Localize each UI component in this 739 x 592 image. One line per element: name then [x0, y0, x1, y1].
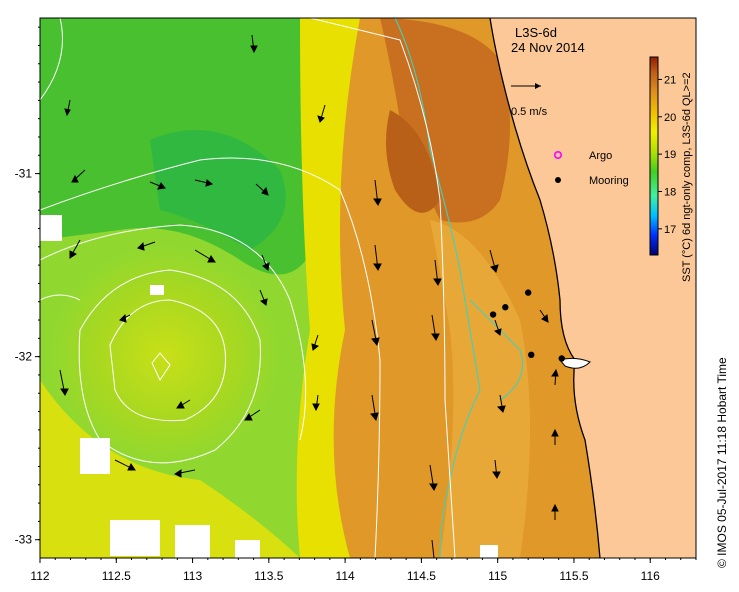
colorbar-tick-label: 17 [664, 224, 676, 236]
mooring-markers [489, 289, 565, 362]
colorbar-title: SST (°C) 6d ngt-only comp, L3S-6d QL>=2 [681, 72, 693, 282]
x-tick-label: 115 [488, 569, 507, 583]
current-vectors [59, 34, 559, 558]
scale-arrow-label: 0.5 m/s [511, 106, 548, 118]
date-label: 24 Nov 2014 [511, 40, 585, 55]
x-tick-label: 113 [183, 569, 202, 583]
mooring-point [528, 351, 535, 359]
mooring-legend-marker [555, 177, 561, 183]
x-tick-label: 112.5 [102, 569, 131, 583]
x-tick-label: 116 [641, 569, 660, 583]
ssh-contours [40, 18, 456, 558]
x-tick-label: 114 [336, 569, 355, 583]
mooring-point [502, 304, 509, 311]
credit-text: © IMOS 05-Jul-2017 11:18 Hobart Time [715, 357, 729, 568]
plot-frame [39, 17, 697, 559]
y-axis: -31 -32 -33 [15, 26, 40, 547]
mooring-point [524, 289, 532, 296]
colorbar-ticks: 21 20 19 18 17 [658, 74, 676, 236]
colorbar-tick-label: 18 [664, 186, 676, 198]
argo-legend-label: Argo [589, 150, 612, 162]
x-tick-label: 112 [30, 569, 49, 583]
product-label: L3S-6d [515, 25, 557, 40]
colorbar [649, 56, 659, 256]
colorbar-tick-label: 20 [664, 112, 676, 124]
x-tick-label: 113.5 [254, 569, 283, 583]
scale-arrow [511, 83, 541, 89]
mooring-point [558, 355, 565, 362]
argo-legend-marker [553, 151, 562, 160]
x-tick-label: 115.5 [559, 569, 588, 583]
colorbar-tick-label: 19 [664, 149, 676, 161]
y-tick-label: -33 [15, 533, 33, 547]
y-tick-label: -31 [15, 167, 33, 181]
mooring-legend-label: Mooring [589, 175, 629, 187]
x-tick-label: 114.5 [407, 569, 436, 583]
mooring-point [489, 311, 497, 318]
sst-field [40, 18, 696, 558]
colorbar-tick-label: 21 [664, 74, 676, 86]
x-axis: 112 112.5 113 113.5 114 114.5 115 115.5 116 [30, 558, 697, 583]
y-tick-label: -32 [15, 350, 33, 364]
